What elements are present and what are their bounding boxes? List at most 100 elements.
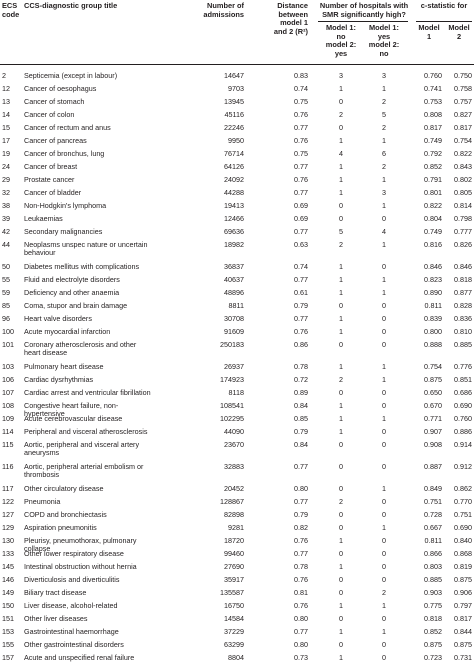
cell-m1yes-m2no: 0 <box>382 562 386 571</box>
header-m1yes-m2no: Model 1: yes model 2: no <box>368 23 400 58</box>
cell-m1no-m2yes: 0 <box>339 201 343 210</box>
cell-model2: 0.886 <box>454 427 472 436</box>
cell-model2: 0.877 <box>454 288 472 297</box>
cell-code: 17 <box>2 136 10 145</box>
cell-m1yes-m2no: 3 <box>382 71 386 80</box>
cell-code: 157 <box>2 653 14 662</box>
cell-model1: 0.887 <box>424 462 442 471</box>
cell-admissions: 63299 <box>224 640 244 649</box>
cell-model2: 0.760 <box>454 414 472 423</box>
cell-code: 19 <box>2 149 10 158</box>
cell-m1no-m2yes: 1 <box>339 327 343 336</box>
cell-m1no-m2yes: 1 <box>339 401 343 410</box>
cell-admissions: 14647 <box>224 71 244 80</box>
cell-m1yes-m2no: 2 <box>382 588 386 597</box>
cell-m1yes-m2no: 4 <box>382 227 386 236</box>
cell-title: Neoplasms unspec nature or uncertain beh… <box>24 240 148 257</box>
cell-admissions: 128867 <box>220 497 244 506</box>
cell-model1: 0.723 <box>424 653 442 662</box>
cell-title: Septicemia (except in labour) <box>24 71 118 80</box>
cell-model1: 0.849 <box>424 484 442 493</box>
cell-admissions: 18982 <box>224 240 244 249</box>
cell-title: Intestinal obstruction without hernia <box>24 562 137 571</box>
cell-admissions: 135587 <box>220 588 244 597</box>
cell-code: 109 <box>2 414 14 423</box>
cell-admissions: 20452 <box>224 484 244 493</box>
cell-model1: 0.670 <box>424 401 442 410</box>
cell-admissions: 19413 <box>224 201 244 210</box>
cell-model1: 0.728 <box>424 510 442 519</box>
cell-m1yes-m2no: 2 <box>382 123 386 132</box>
cell-model1: 0.875 <box>424 640 442 649</box>
cell-m1no-m2yes: 3 <box>339 71 343 80</box>
cell-admissions: 32883 <box>224 462 244 471</box>
cell-title: Aortic, peripheral and visceral artery a… <box>24 440 140 457</box>
cell-m1yes-m2no: 2 <box>382 162 386 171</box>
cell-code: 42 <box>2 227 10 236</box>
cell-admissions: 37229 <box>224 627 244 636</box>
cell-code: 145 <box>2 562 14 571</box>
cell-code: 15 <box>2 123 10 132</box>
cell-distance: 0.75 <box>294 97 308 106</box>
cell-admissions: 27690 <box>224 562 244 571</box>
cell-m1yes-m2no: 1 <box>382 362 386 371</box>
cell-model2: 0.844 <box>454 627 472 636</box>
cell-distance: 0.76 <box>294 575 308 584</box>
cell-title: Cancer of colon <box>24 110 75 119</box>
cell-distance: 0.77 <box>294 275 308 284</box>
cell-admissions: 22246 <box>224 123 244 132</box>
cell-admissions: 8118 <box>228 388 244 397</box>
cell-distance: 0.77 <box>294 627 308 636</box>
cell-model2: 0.840 <box>454 536 472 545</box>
cell-m1yes-m2no: 0 <box>382 388 386 397</box>
cell-model2: 0.828 <box>454 301 472 310</box>
cell-distance: 0.74 <box>294 262 308 271</box>
cell-m1yes-m2no: 3 <box>382 188 386 197</box>
cell-title: Aspiration pneumonitis <box>24 523 97 532</box>
cell-code: 115 <box>2 440 14 449</box>
cell-distance: 0.83 <box>294 71 308 80</box>
cell-distance: 0.61 <box>294 288 308 297</box>
cell-admissions: 102295 <box>220 414 244 423</box>
cell-admissions: 108541 <box>220 401 244 410</box>
cell-m1yes-m2no: 5 <box>382 110 386 119</box>
cell-code: 116 <box>2 462 14 471</box>
cell-model1: 0.866 <box>424 549 442 558</box>
header-bottom-rule <box>0 64 474 65</box>
cell-model1: 0.888 <box>424 340 442 349</box>
cell-model1: 0.818 <box>424 614 442 623</box>
cell-code: 107 <box>2 388 14 397</box>
cell-m1yes-m2no: 1 <box>382 240 386 249</box>
cell-title: Peripheral and visceral atherosclerosis <box>24 427 148 436</box>
cell-m1yes-m2no: 0 <box>382 314 386 323</box>
cell-distance: 0.69 <box>294 201 308 210</box>
cell-m1no-m2yes: 2 <box>339 240 343 249</box>
cell-model1: 0.760 <box>424 71 442 80</box>
cell-distance: 0.63 <box>294 240 308 249</box>
cell-title: Cancer of rectum and anus <box>24 123 111 132</box>
cell-model1: 0.811 <box>424 536 442 545</box>
cell-m1no-m2yes: 1 <box>339 601 343 610</box>
cell-model1: 0.792 <box>424 149 442 158</box>
cell-admissions: 36837 <box>224 262 244 271</box>
cell-m1no-m2yes: 1 <box>339 262 343 271</box>
cell-model1: 0.771 <box>424 414 442 423</box>
cell-distance: 0.79 <box>294 510 308 519</box>
cell-admissions: 40637 <box>224 275 244 284</box>
cell-title: Deficiency and other anaemia <box>24 288 120 297</box>
cell-model1: 0.839 <box>424 314 442 323</box>
cell-code: 127 <box>2 510 14 519</box>
cell-code: 114 <box>2 427 14 436</box>
cell-m1no-m2yes: 1 <box>339 362 343 371</box>
cell-model1: 0.650 <box>424 388 442 397</box>
cell-model1: 0.667 <box>424 523 442 532</box>
cell-distance: 0.89 <box>294 388 308 397</box>
cell-title: Prostate cancer <box>24 175 75 184</box>
cell-distance: 0.75 <box>294 149 308 158</box>
cell-code: 50 <box>2 262 10 271</box>
cell-admissions: 69636 <box>224 227 244 236</box>
cell-title: Acute cerebrovascular disease <box>24 414 123 423</box>
cell-model2: 0.798 <box>454 214 472 223</box>
cell-model2: 0.731 <box>454 653 472 662</box>
cell-title: Cardiac dysrhythmias <box>24 375 94 384</box>
